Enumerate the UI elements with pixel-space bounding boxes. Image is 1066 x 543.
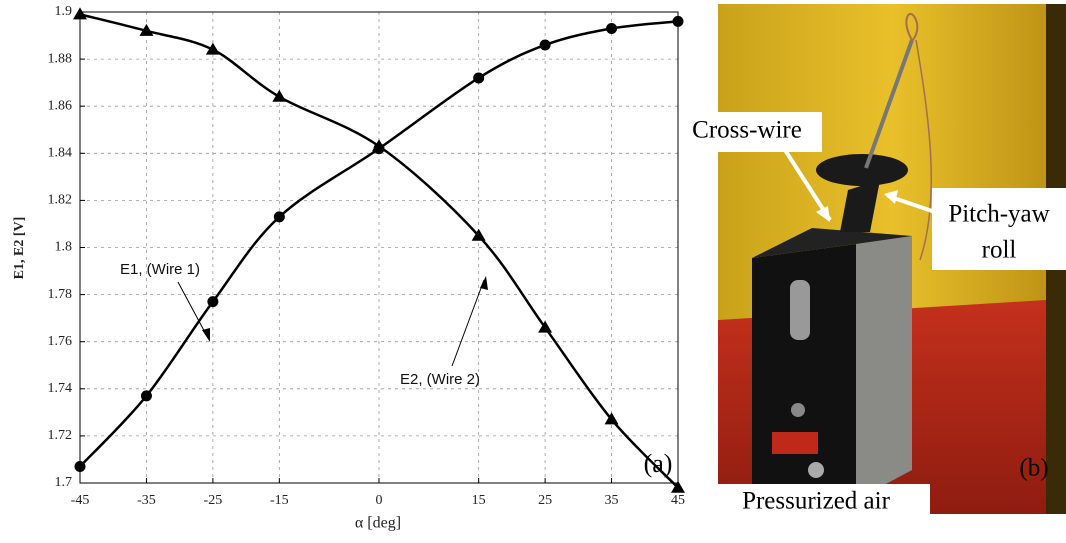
circle-marker: [273, 211, 285, 223]
circle-marker: [207, 296, 219, 308]
y-axis-label: E1, E2 [V]: [12, 217, 27, 280]
x-tick-label: -35: [137, 493, 156, 508]
y-tick-label: 1.9: [55, 4, 73, 19]
photo-label: roll: [982, 237, 1017, 264]
knob: [791, 403, 805, 417]
pitch-yaw-mount: [840, 180, 880, 232]
circle-marker: [473, 72, 485, 84]
x-axis-label: α [deg]: [355, 515, 401, 532]
annotation: E1, (Wire 1): [120, 261, 200, 278]
triangle-marker: [73, 7, 87, 20]
warning-plate: [772, 432, 818, 454]
arrow-head: [816, 206, 830, 222]
triangle-marker: [471, 228, 486, 241]
annotation-arrow: [451, 279, 485, 367]
triangle-marker: [272, 89, 287, 102]
arrow-cross-wire: [783, 148, 832, 222]
y-tick-label: 1.76: [48, 334, 73, 349]
x-tick-label: 25: [538, 493, 552, 508]
photo-label: Cross-wire: [692, 117, 802, 144]
photo: Cross-wire Pitch-yaw roll Pressurized ai…: [672, 4, 1066, 522]
circle-marker: [539, 39, 551, 51]
arrow-head: [884, 190, 898, 204]
handle: [790, 280, 810, 340]
grid: [79, 11, 679, 484]
label-box: [702, 484, 930, 522]
plot-frame: [79, 11, 679, 484]
panel-label: (a): [644, 449, 673, 478]
photo-label: Pressurized air: [742, 488, 891, 515]
triangle-marker: [604, 412, 619, 425]
triangle-marker: [139, 23, 154, 36]
triangle-marker: [205, 42, 220, 55]
probe: [864, 39, 914, 169]
photo-label: Pitch-yaw: [948, 201, 1049, 228]
circle-marker: [74, 461, 86, 473]
y-tick-label: 1.78: [48, 287, 73, 302]
circle-marker: [672, 15, 684, 27]
x-tick-label: -15: [270, 493, 289, 508]
x-tick-label: -45: [71, 493, 90, 508]
x-tick-label: 45: [671, 493, 685, 508]
y-tick-label: 1.8: [55, 240, 73, 255]
triangle-marker: [671, 480, 685, 493]
box-top: [752, 228, 912, 258]
annotation: E2, (Wire 2): [400, 371, 480, 388]
y-tick-label: 1.72: [48, 428, 73, 443]
circle-marker: [140, 390, 152, 402]
label-box: [672, 112, 822, 152]
panel-label: (b): [1019, 455, 1048, 482]
y-tick-label: 1.7: [55, 475, 73, 490]
circle-marker: [606, 22, 618, 34]
traverse-disc: [816, 154, 908, 186]
y-tick-label: 1.74: [48, 381, 73, 396]
arrow-head: [202, 328, 210, 342]
label-box: [932, 188, 1066, 270]
y-tick-label: 1.82: [48, 193, 73, 208]
series-line: [79, 20, 679, 468]
y-tick-label: 1.86: [48, 98, 73, 113]
x-tick-label: 0: [376, 493, 383, 508]
y-tick-label: 1.84: [48, 146, 73, 161]
x-tick-label: 15: [472, 493, 486, 508]
x-tick-label: 35: [605, 493, 619, 508]
probe-wire: [905, 12, 919, 41]
y-tick-label: 1.88: [48, 51, 73, 66]
series-line: [79, 13, 679, 489]
air-fitting: [808, 462, 824, 478]
x-tick-label: -25: [204, 493, 223, 508]
arrow-head: [480, 276, 488, 290]
triangle-marker: [372, 139, 386, 152]
triangle-marker: [538, 320, 553, 333]
annotation-arrow: [177, 281, 209, 339]
cable: [915, 39, 932, 261]
chart: E1, E2 [V] α [deg] (a) E1, (Wire 1) E2, …: [12, 4, 685, 532]
box-side: [856, 236, 912, 500]
